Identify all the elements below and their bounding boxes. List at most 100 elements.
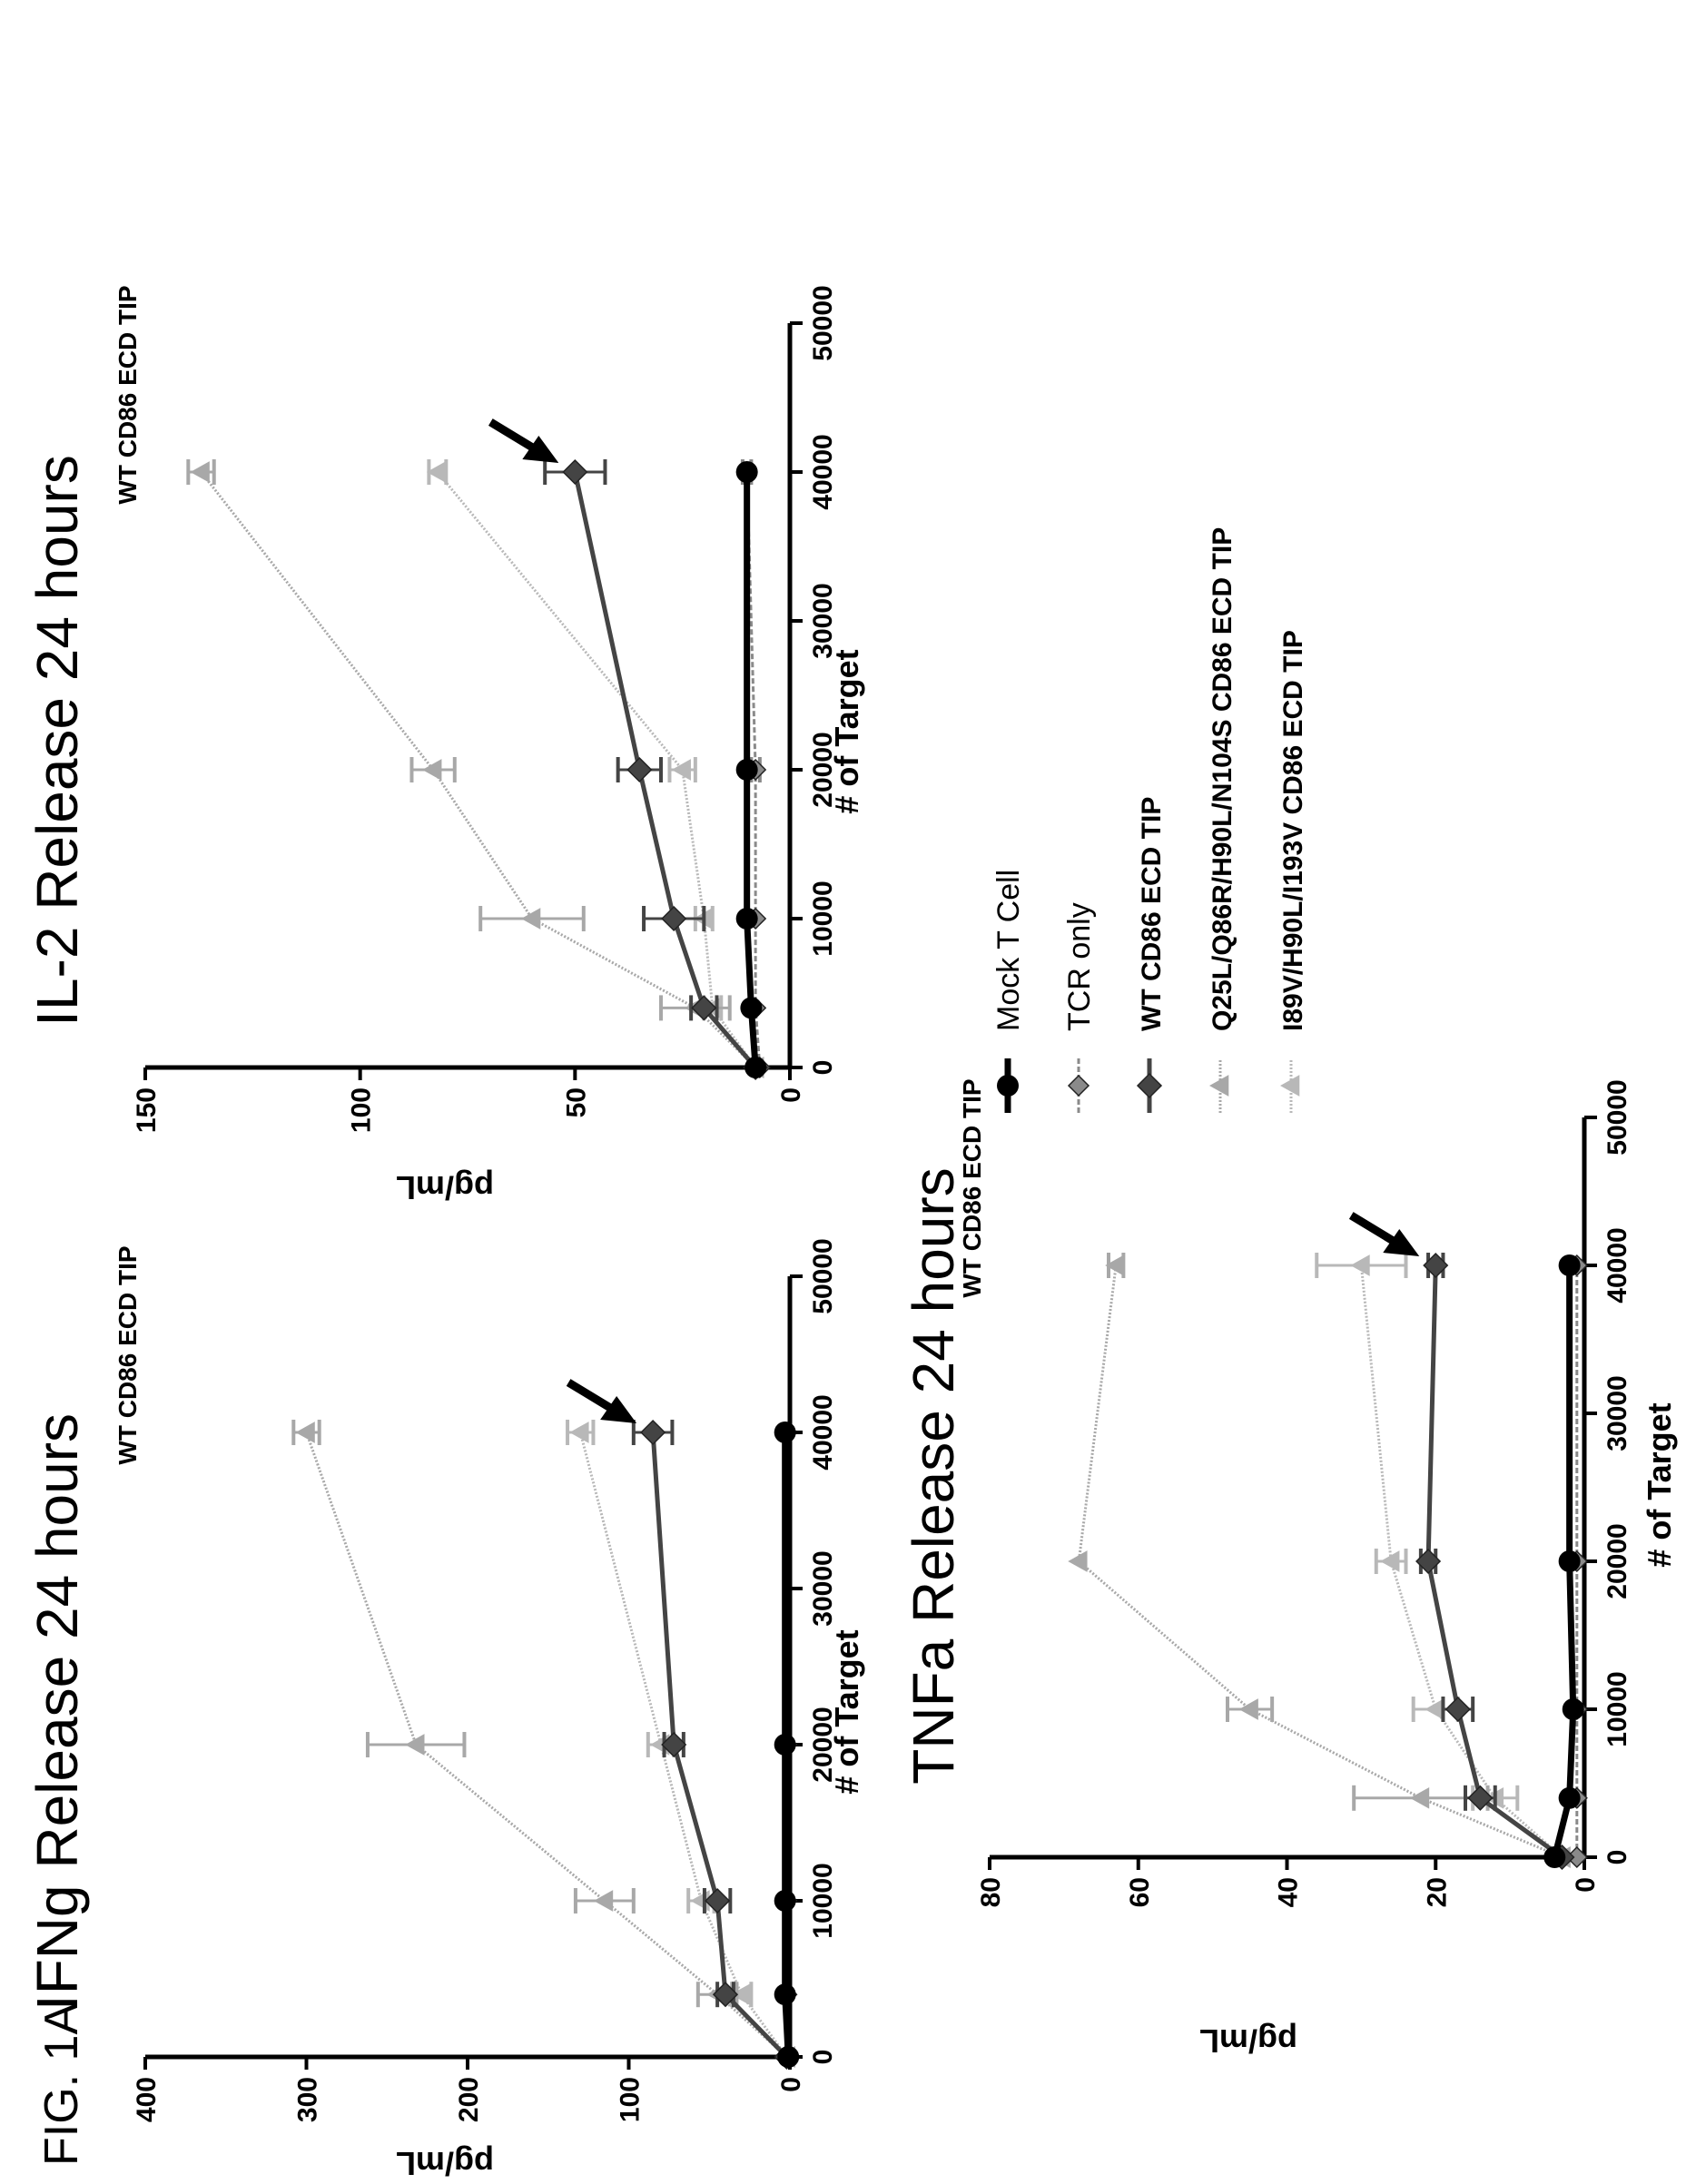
chart-il2: IL-2 Release 24 hours # of Target pg/mL … [25,285,865,1206]
series-line-q25l [200,471,757,1069]
data-point-q25l [295,1422,315,1443]
data-point-i89v [730,1983,751,2006]
y-tick-label: 40 [1274,1877,1304,1907]
legend-marker-q25l [1208,1075,1229,1097]
data-point-mock [740,997,763,1019]
x-tick-label: 30000 [1602,1375,1632,1451]
data-point-tcr [1565,1845,1588,1869]
xaxis-title-ifng: # of Target [828,1629,865,1794]
legend-label-wt: WT CD86 ECD TIP [1137,797,1167,1031]
figure-label: FIG. 1A [35,2003,88,2166]
legend: Mock T Cell TCR only WT CD86 ECD TIP Q25L/Q… [991,527,1308,1113]
x-tick-label: 30000 [808,1550,838,1626]
x-tick-label: 10000 [1602,1671,1632,1746]
x-tick-label: 40000 [1602,1227,1632,1303]
data-point-q25l [1105,1254,1125,1276]
legend-label-q25l: Q25L/Q86R/H90L/N104S CD86 ECD TIP [1208,527,1237,1031]
yaxis-title-ifng: pg/mL [396,2145,494,2182]
x-tick-label: 50000 [808,285,838,360]
y-tick-label: 0 [776,2077,806,2092]
annotation-arrowhead-ifng [600,1396,637,1423]
legend-label-tcr: TCR only [1062,902,1097,1031]
data-point-i89v [426,461,447,483]
data-point-q25l [520,908,541,930]
x-tick-label: 50000 [808,1238,838,1313]
x-tick-label: 20000 [808,732,838,807]
data-point-wt [626,756,653,783]
x-tick-label: 10000 [808,1863,838,1938]
x-tick-label: 20000 [808,1707,838,1782]
data-point-q25l [1409,1786,1430,1809]
chart-title-tnfa: TNFa Release 24 hours [901,1167,966,1784]
data-point-mock [774,1983,796,2006]
data-point-wt [1415,1548,1442,1575]
xaxis-title-tnfa: # of Target [1641,1402,1678,1567]
data-point-q25l [422,759,442,781]
data-point-mock [735,461,758,483]
x-tick-label: 40000 [808,434,838,509]
y-tick-label: 100 [616,2077,646,2122]
data-point-wt [1423,1252,1449,1279]
data-point-wt [661,905,687,932]
annotation-label-tnfa: WT CD86 ECD TIP [958,1078,986,1297]
data-point-wt [562,458,588,486]
data-point-mock [777,2046,800,2068]
legend-marker-tcr [1067,1074,1090,1097]
chart-tnfa: TNFa Release 24 hours # of Target pg/mL … [901,1078,1678,2060]
x-tick-label: 10000 [808,880,838,956]
yaxis-title-il2: pg/mL [396,1169,494,1206]
legend-marker-i89v [1279,1075,1300,1097]
x-tick-label: 20000 [1602,1523,1632,1599]
data-point-mock [774,1734,796,1756]
y-tick-label: 300 [293,2077,323,2122]
legend-label-i89v: I89V/H90L/I193V CD86 ECD TIP [1278,630,1308,1031]
data-point-q25l [1238,1698,1258,1720]
data-point-wt [1445,1696,1471,1723]
y-tick-label: 200 [454,2077,484,2122]
legend-label-mock: Mock T Cell [991,870,1026,1031]
data-point-wt [640,1419,666,1446]
plot-area-il2: 0 10000 20000 30000 40000 50000 0 50 100 150 WT CD… [113,285,838,1133]
series-line-wt [1425,1264,1563,1860]
data-point-q25l [593,1890,614,1912]
data-point-wt [705,1887,731,1914]
data-point-wt [691,995,717,1021]
data-point-q25l [190,461,210,483]
series-line-q25l [1077,1264,1563,1859]
data-point-mock [1562,1698,1584,1720]
data-point-mock [1558,1254,1581,1276]
x-tick-label: 30000 [808,583,838,658]
chart-title-ifng: IFNg Release 24 hours [25,1413,90,2011]
series-line-i89v [436,471,757,1068]
x-tick-label: 40000 [808,1394,838,1470]
series-line-wt [572,471,758,1069]
data-point-wt [712,1982,739,2008]
y-tick-label: 0 [776,1087,806,1103]
x-tick-label: 50000 [1602,1079,1632,1155]
data-point-i89v [1350,1254,1370,1276]
data-point-q25l [1068,1550,1088,1572]
data-point-mock [1558,1786,1581,1809]
plot-area-tnfa: 0 10000 20000 30000 40000 50000 0 20 40 60 80 WT CD… [958,1078,1632,1907]
x-tick-label: 0 [808,1060,838,1076]
y-tick-label: 60 [1125,1877,1155,1907]
data-point-mock [735,908,758,930]
data-point-mock [774,1890,796,1912]
annotation-arrowhead-tnfa [1383,1229,1420,1256]
annotation-label-il2: WT CD86 ECD TIP [113,285,142,504]
data-point-mock [1558,1550,1581,1572]
plot-area-ifng: 0 10000 20000 30000 40000 50000 0 100 200 300 400 W… [113,1238,838,2122]
legend-marker-wt [1136,1072,1163,1099]
data-point-mock [1543,1846,1566,1868]
annotation-label-ifng: WT CD86 ECD TIP [113,1245,142,1464]
data-point-i89v [1380,1550,1400,1572]
y-tick-label: 80 [976,1877,1006,1907]
data-point-wt [661,1731,687,1758]
data-point-q25l [405,1734,425,1756]
xaxis-title-il2: # of Target [828,649,865,813]
y-tick-label: 100 [347,1087,377,1133]
data-point-i89v [569,1422,589,1443]
y-tick-label: 50 [561,1087,591,1117]
